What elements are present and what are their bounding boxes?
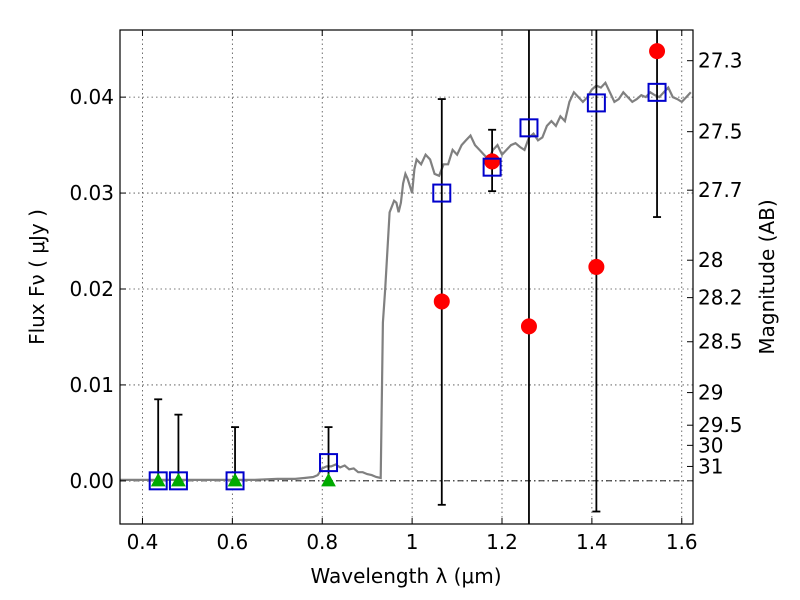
circle-point bbox=[649, 43, 666, 60]
x-axis-label: Wavelength λ (μm) bbox=[310, 564, 501, 588]
y-tick-label: 0.03 bbox=[69, 181, 114, 205]
y2-tick-label: 27.3 bbox=[698, 49, 743, 73]
square-point bbox=[647, 82, 667, 102]
y2-tick-label: 29 bbox=[698, 381, 723, 405]
square-point bbox=[519, 118, 539, 138]
y2-tick-label: 28.2 bbox=[698, 286, 743, 310]
y-tick-label: 0.00 bbox=[69, 469, 114, 493]
triangle-point bbox=[227, 472, 243, 487]
triangle-point bbox=[150, 472, 166, 487]
square-point bbox=[432, 183, 452, 203]
x-tick-label: 0.8 bbox=[306, 530, 338, 554]
x-tick-label: 1.6 bbox=[666, 530, 698, 554]
y-tick-label: 0.01 bbox=[69, 373, 114, 397]
y-tick-label: 0.04 bbox=[69, 85, 114, 109]
circle-point bbox=[520, 318, 537, 335]
circle-point bbox=[433, 293, 450, 310]
square-point bbox=[168, 471, 188, 491]
y2-tick-label: 30 bbox=[698, 433, 723, 457]
y-tick-label: 0.02 bbox=[69, 277, 114, 301]
square-point bbox=[586, 93, 606, 113]
y-axis-label: Flux Fν ( μJy ) bbox=[25, 209, 49, 345]
triangle-point bbox=[171, 472, 186, 487]
square-point bbox=[148, 471, 168, 491]
x-tick-label: 0.6 bbox=[216, 530, 248, 554]
square-point bbox=[319, 453, 339, 473]
grid bbox=[120, 30, 693, 524]
y2-tick-label: 29.5 bbox=[698, 413, 743, 437]
plot-frame bbox=[119, 29, 694, 525]
circle-point bbox=[588, 258, 605, 275]
x-tick-label: 1.2 bbox=[486, 530, 518, 554]
y-axis: 0.00 0.01 0.02 0.03 0.04 bbox=[69, 85, 126, 493]
y2-tick-label: 28.5 bbox=[698, 330, 743, 354]
x-axis: 0.4 0.6 0.8 1 1.2 1.4 1.6 bbox=[127, 30, 698, 554]
square-point bbox=[482, 157, 502, 177]
y2-tick-label: 27.7 bbox=[698, 178, 743, 202]
square-point bbox=[225, 471, 245, 491]
circle-point bbox=[484, 153, 501, 170]
sed-line bbox=[120, 80, 692, 481]
y2-tick-label: 27.5 bbox=[698, 120, 743, 144]
triangle-point bbox=[321, 472, 336, 487]
y2-tick-label: 31 bbox=[698, 454, 723, 478]
y2-axis-label: Magnitude (AB) bbox=[755, 199, 779, 354]
plot-area bbox=[120, 30, 693, 524]
x-tick-label: 0.4 bbox=[127, 530, 159, 554]
y2-tick-label: 28 bbox=[698, 248, 723, 272]
x-tick-label: 1.4 bbox=[576, 530, 608, 554]
x-tick-label: 1 bbox=[406, 530, 419, 554]
